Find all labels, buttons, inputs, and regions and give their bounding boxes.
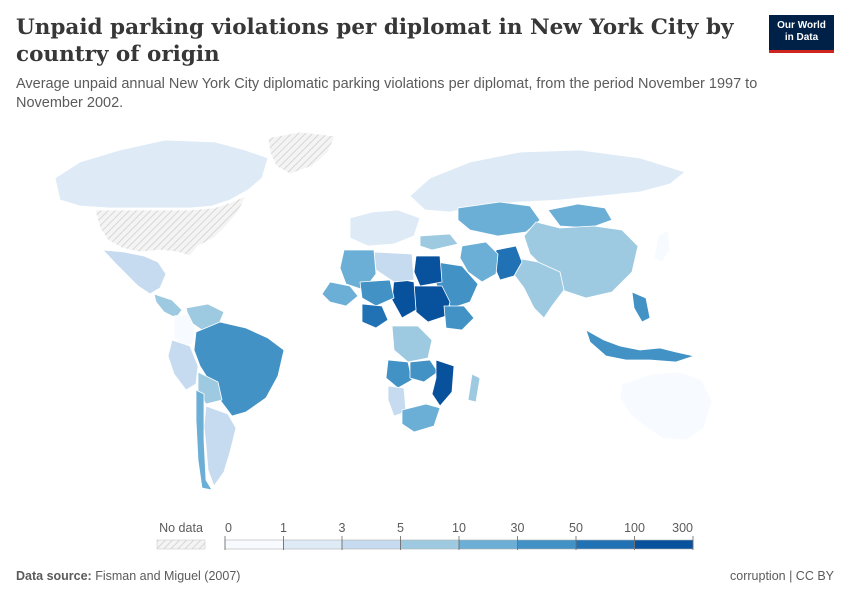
legend-bin-5 [517,539,577,550]
country-ethiopia[interactable] [443,305,475,331]
country-colombia[interactable] [173,313,195,349]
country-mali[interactable] [321,281,359,307]
logo-line-2: in Data [784,32,819,43]
country-mexico[interactable] [102,249,167,295]
legend-bin-6 [575,539,635,550]
footer-license[interactable]: corruption | CC BY [730,569,834,583]
country-zambia[interactable] [409,359,439,383]
legend-bin-1 [283,539,343,550]
legend-tick-label: 30 [511,521,525,535]
legend-tick-label: 5 [397,521,404,535]
legend-tick-label: 10 [452,521,466,535]
country-dr-congo[interactable] [391,325,433,363]
country-turkey[interactable] [419,233,459,251]
country-central-america[interactable] [153,293,183,319]
legend-tick-label: 1 [280,521,287,535]
country-namibia[interactable] [387,385,407,417]
legend-tick-label: 0 [225,521,232,535]
country-peru[interactable] [167,339,199,391]
legend-tick-label: 300 [672,521,693,535]
chart-title: Unpaid parking violations per diplomat i… [16,15,734,67]
country-madagascar[interactable] [467,373,481,403]
country-angola[interactable] [385,359,413,389]
country-greenland[interactable] [267,131,336,175]
legend-tick-label: 100 [624,521,645,535]
country-libya[interactable] [373,251,415,283]
source-label: Data source: [16,569,92,583]
country-western-europe[interactable] [349,209,421,247]
country-egypt[interactable] [413,255,443,287]
legend-bin-3 [400,539,460,550]
source-text[interactable]: Fisman and Miguel (2007) [95,569,241,583]
country-united-states[interactable] [94,195,247,257]
country-japan[interactable] [653,229,671,263]
country-china[interactable] [523,221,639,299]
country-argentina[interactable] [203,405,237,487]
color-legend: No data 0 1 3 5 10 30 50 100 300 [156,521,694,550]
no-data-label: No data [159,521,203,535]
country-canada[interactable] [54,139,269,209]
legend-bin-4 [458,539,518,550]
country-niger[interactable] [359,279,395,307]
legend-tick-label: 50 [569,521,583,535]
legend-tick-label: 3 [339,521,346,535]
legend-bin-2 [341,539,401,550]
country-india[interactable] [511,257,565,319]
country-chad[interactable] [391,277,417,319]
logo-line-1: Our World [777,20,826,31]
legend-bin-7 [634,539,694,550]
country-australia[interactable] [619,371,713,441]
no-data-swatch [156,539,206,550]
country-kazakhstan[interactable] [457,201,541,237]
legend-bin-0 [224,539,284,550]
world-map[interactable] [0,125,850,510]
owid-logo[interactable]: Our World in Data [769,15,834,53]
country-nigeria[interactable] [361,303,389,329]
country-south-africa[interactable] [401,403,441,433]
country-indonesia[interactable] [585,329,695,363]
country-mozambique[interactable] [431,359,455,407]
country-russia[interactable] [409,149,686,213]
country-mongolia[interactable] [547,203,613,229]
country-chile[interactable] [195,389,213,491]
chart-subtitle: Average unpaid annual New York City dipl… [16,76,758,111]
data-source: Data source: Fisman and Miguel (2007) [16,569,240,583]
country-iran[interactable] [459,241,499,283]
country-philippines[interactable] [631,291,651,323]
